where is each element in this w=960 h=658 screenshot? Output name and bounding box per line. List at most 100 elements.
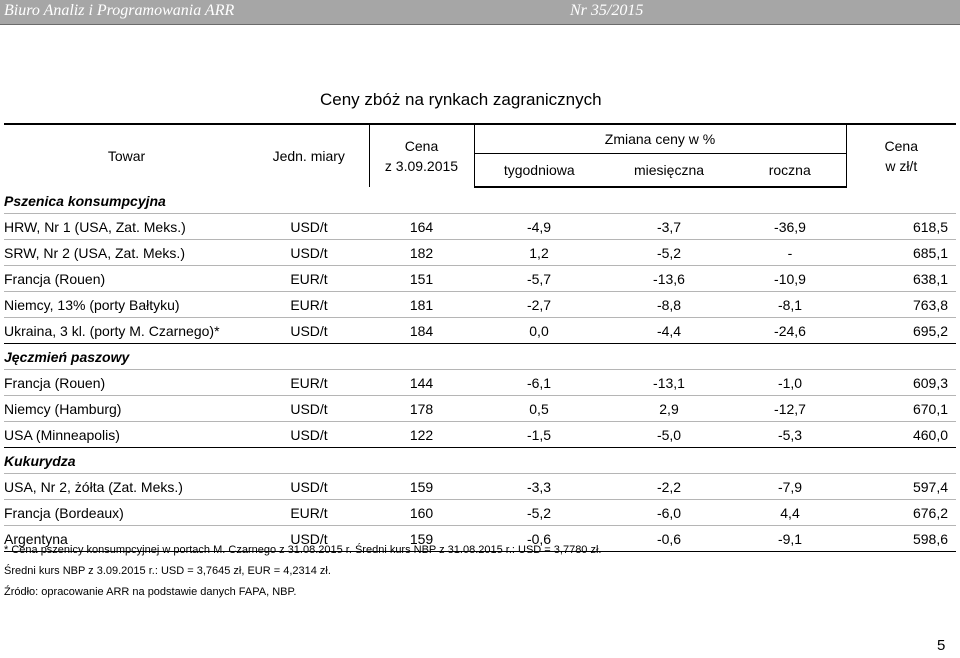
cell-cena-pln: 460,0 bbox=[846, 421, 957, 448]
cell-cena: 164 bbox=[369, 213, 474, 240]
cell-towar: Francja (Rouen) bbox=[4, 369, 249, 396]
cell-cena-pln: 695,2 bbox=[846, 317, 957, 344]
cell-zmiana-tygodniowa: 0,5 bbox=[474, 395, 604, 422]
section-row: Jęczmień paszowy bbox=[4, 343, 957, 370]
cell-cena-pln: 618,5 bbox=[846, 213, 957, 240]
cell-zmiana-tygodniowa: 1,2 bbox=[474, 239, 604, 266]
cell-zmiana-miesieczna: -6,0 bbox=[604, 499, 734, 526]
header-cena-usd: Cena z 3.09.2015 bbox=[368, 123, 474, 187]
header-tygodniowa: tygodniowa bbox=[473, 153, 604, 188]
table-row: USA, Nr 2, żółta (Zat. Meks.) USD/t 159 -3,… bbox=[4, 473, 957, 500]
cell-towar: Ukraina, 3 kl. (porty M. Czarnego)* bbox=[4, 317, 249, 344]
cell-towar: Francja (Rouen) bbox=[4, 265, 249, 292]
cell-cena: 159 bbox=[369, 525, 474, 552]
cell-zmiana-tygodniowa: -2,7 bbox=[474, 291, 604, 318]
cell-cena: 159 bbox=[369, 473, 474, 500]
cell-cena-pln: 598,6 bbox=[846, 525, 957, 552]
table-row: Francja (Rouen) EUR/t 151 -5,7 -13,6 -10,9 638… bbox=[4, 265, 957, 292]
cell-zmiana-miesieczna: -3,7 bbox=[604, 213, 734, 240]
cell-cena-pln: 609,3 bbox=[846, 369, 957, 396]
header-publisher: Biuro Analiz i Programowania ARR bbox=[4, 2, 235, 19]
cell-zmiana-tygodniowa: -6,1 bbox=[474, 369, 604, 396]
cell-zmiana-tygodniowa: -0,6 bbox=[474, 525, 604, 552]
cell-zmiana-miesieczna: -13,1 bbox=[604, 369, 734, 396]
cell-cena-pln: 676,2 bbox=[846, 499, 957, 526]
table-row: Argentyna USD/t 159 -0,6 -0,6 -9,1 598,6 bbox=[4, 525, 957, 552]
header-cena-pln-line2: w zł/t bbox=[885, 158, 918, 174]
table-row: Ukraina, 3 kl. (porty M. Czarnego)* USD/t… bbox=[4, 317, 957, 344]
cell-zmiana-roczna: -8,1 bbox=[734, 291, 847, 318]
note-source: Źródło: opracowanie ARR na podstawie dan… bbox=[4, 586, 297, 598]
cell-zmiana-tygodniowa: -3,3 bbox=[474, 473, 604, 500]
cell-jedn-miary: EUR/t bbox=[249, 265, 369, 292]
cell-zmiana-miesieczna: -13,6 bbox=[604, 265, 734, 292]
table-row: Niemcy, 13% (porty Bałtyku) EUR/t 181 -2,7-… bbox=[4, 291, 957, 318]
page-header: Biuro Analiz i Programowania ARR Nr 35/2… bbox=[0, 0, 960, 25]
cell-jedn-miary: USD/t bbox=[249, 473, 369, 500]
cell-zmiana-tygodniowa: -1,5 bbox=[474, 421, 604, 448]
cell-zmiana-roczna: -24,6 bbox=[734, 317, 847, 344]
prices-table: Towar Jedn. miary Cena z 3.09.2015 Zmian… bbox=[4, 123, 957, 552]
cell-jedn-miary: USD/t bbox=[249, 525, 369, 552]
cell-jedn-miary: USD/t bbox=[249, 239, 369, 266]
cell-zmiana-miesieczna: -5,0 bbox=[604, 421, 734, 448]
cell-zmiana-roczna: -7,9 bbox=[734, 473, 847, 500]
header-jedn-miary: Jedn. miary bbox=[249, 123, 369, 187]
cell-jedn-miary: USD/t bbox=[249, 395, 369, 422]
cell-jedn-miary: EUR/t bbox=[249, 291, 369, 318]
table-row: SRW, Nr 2 (USA, Zat. Meks.) USD/t 182 1,2 -5… bbox=[4, 239, 957, 266]
cell-zmiana-miesieczna: -8,8 bbox=[604, 291, 734, 318]
cell-towar: USA (Minneapolis) bbox=[4, 421, 249, 448]
cell-cena-pln: 670,1 bbox=[846, 395, 957, 422]
header-towar: Towar bbox=[4, 123, 249, 187]
cell-zmiana-roczna: 4,4 bbox=[734, 499, 847, 526]
cell-towar: HRW, Nr 1 (USA, Zat. Meks.) bbox=[4, 213, 249, 240]
cell-cena: 181 bbox=[369, 291, 474, 318]
header-zmiana-ceny: Zmiana ceny w % bbox=[473, 123, 847, 154]
page-title-text: Ceny zbóż na rynkach zagranicznych bbox=[320, 90, 602, 109]
cell-zmiana-miesieczna: 2,9 bbox=[604, 395, 734, 422]
page-number: 5 bbox=[937, 637, 946, 654]
cell-zmiana-miesieczna: -2,2 bbox=[604, 473, 734, 500]
table-row: Francja (Rouen) EUR/t 144 -6,1 -13,1 -1,0 609,… bbox=[4, 369, 957, 396]
cell-zmiana-tygodniowa: -4,9 bbox=[474, 213, 604, 240]
cell-zmiana-roczna: -1,0 bbox=[734, 369, 847, 396]
cell-zmiana-roczna: -12,7 bbox=[734, 395, 847, 422]
table-row: Francja (Bordeaux) EUR/t 160 -5,2 -6,0 4,4 676… bbox=[4, 499, 957, 526]
table-row: USA (Minneapolis) USD/t 122 -1,5 -5,0 -5,3 460… bbox=[4, 421, 957, 448]
header-issue-number: Nr 35/2015 bbox=[570, 2, 644, 19]
header-miesieczna: miesięczna bbox=[604, 153, 734, 188]
cell-zmiana-tygodniowa: -5,7 bbox=[474, 265, 604, 292]
cell-cena: 144 bbox=[369, 369, 474, 396]
table-header-row-1: Towar Jedn. miary Cena z 3.09.2015 Zmian… bbox=[4, 123, 957, 187]
header-roczna: roczna bbox=[734, 153, 847, 188]
cell-towar: Niemcy, 13% (porty Bałtyku) bbox=[4, 291, 249, 318]
cell-zmiana-roczna: -36,9 bbox=[734, 213, 847, 240]
cell-cena: 122 bbox=[369, 421, 474, 448]
cell-jedn-miary: EUR/t bbox=[249, 499, 369, 526]
cell-towar: SRW, Nr 2 (USA, Zat. Meks.) bbox=[4, 239, 249, 266]
cell-zmiana-roczna: -10,9 bbox=[734, 265, 847, 292]
cell-zmiana-miesieczna: -0,6 bbox=[604, 525, 734, 552]
cell-jedn-miary: USD/t bbox=[249, 421, 369, 448]
cell-cena-pln: 763,8 bbox=[846, 291, 957, 318]
header-cena-pln-line1: Cena bbox=[884, 138, 918, 154]
section-title: Jęczmień paszowy bbox=[4, 343, 957, 370]
note-exchange-rate: Średni kurs NBP z 3.09.2015 r.: USD = 3,… bbox=[4, 565, 331, 577]
header-cena-line1: Cena bbox=[404, 138, 439, 154]
table-row: HRW, Nr 1 (USA, Zat. Meks.) USD/t 164 -4,9-… bbox=[4, 213, 957, 240]
cell-cena: 160 bbox=[369, 499, 474, 526]
cell-cena: 151 bbox=[369, 265, 474, 292]
cell-towar: Francja (Bordeaux) bbox=[4, 499, 249, 526]
cell-zmiana-roczna: -9,1 bbox=[734, 525, 847, 552]
cell-zmiana-tygodniowa: 0,0 bbox=[474, 317, 604, 344]
cell-cena-pln: 638,1 bbox=[846, 265, 957, 292]
cell-cena: 184 bbox=[369, 317, 474, 344]
cell-jedn-miary: USD/t bbox=[249, 317, 369, 344]
section-row: Pszenica konsumpcyjna bbox=[4, 187, 956, 214]
section-title: Kukurydza bbox=[4, 447, 957, 474]
cell-zmiana-roczna: -5,3 bbox=[734, 421, 847, 448]
cell-towar: Argentyna bbox=[4, 525, 249, 552]
cell-zmiana-roczna: - bbox=[734, 239, 847, 266]
table-notes: * Cena pszenicy konsumpcyjnej w portach … bbox=[4, 540, 601, 603]
